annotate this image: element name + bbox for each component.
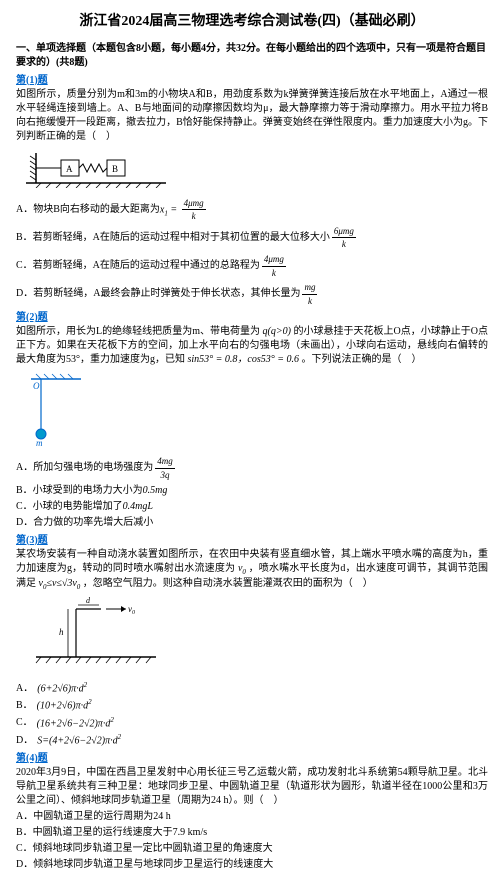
- q1-optD-formula: mgk: [300, 281, 319, 307]
- svg-text:B: B: [112, 164, 118, 174]
- svg-text:d: d: [86, 597, 91, 605]
- q3-body: 某农场安装有一种自动浇水装置如图所示，在农田中央装有竖直细水管，其上端水平喷水嘴…: [16, 548, 488, 594]
- q3-optA-letter: A．: [16, 682, 33, 696]
- q3-optA: A． (6+2√6)π·d2: [16, 681, 488, 696]
- q2-trig-formula: sin53° = 0.8，cos53° = 0.6: [188, 354, 300, 365]
- q2-optA: A．所加匀强电场的电场强度为 4mg3q: [16, 455, 488, 481]
- q3-optB-formula: (10+2√6)π·d2: [37, 698, 92, 713]
- svg-text:h: h: [59, 627, 64, 637]
- q4-body: 2020年3月9日，中国在西昌卫星发射中心用长征三号乙运载火箭，成功发射北斗系统…: [16, 766, 488, 808]
- q2-q-formula: q(q>0): [263, 326, 291, 337]
- q1-body: 如图所示，质量分别为m和3m的小物块A和B，用劲度系数为k弹簧弹簧连接后放在水平…: [16, 88, 488, 144]
- q1-optA: A．物块B向右移动的最大距离为 x1 = 4μmgk: [16, 197, 488, 223]
- q2-diagram: O m: [26, 371, 488, 451]
- q1-optB: B．若剪断轻绳，A在随后的运动过程中相对于其初位置的最大位移大小 6μmgk: [16, 225, 488, 251]
- svg-text:m: m: [36, 438, 43, 446]
- q1-optA-text: A．物块B向右移动的最大距离为: [16, 203, 160, 217]
- q4-num: 第(4)题: [16, 752, 488, 766]
- q2-optC-text: C．小球的电势能增加了: [16, 500, 123, 514]
- q1-optB-text: B．若剪断轻绳，A在随后的运动过程中相对于其初位置的最大位移大小: [16, 231, 330, 245]
- q2-optA-formula: 4mg3q: [153, 455, 177, 481]
- q3-v0-1: v0: [238, 563, 246, 574]
- q3-optD-letter: D．: [16, 734, 33, 748]
- q2-optB: B．小球受到的电场力大小为 0.5mg: [16, 484, 488, 498]
- q3-optD-formula: S=(4+2√6−2√2)π·d2: [37, 733, 121, 748]
- q3-optC-formula: (16+2√6−2√2)π·d2: [37, 716, 114, 731]
- q1-optC-formula: 4μmgk: [260, 253, 288, 279]
- q3-num: 第(3)题: [16, 534, 488, 548]
- q1-optB-formula: 6μmgk: [330, 225, 358, 251]
- q3-body-post: ，忽略空气阻力。则这种自动浇水装置能灌溉农田的面积为（ ）: [83, 578, 373, 589]
- q1-optD: D．若剪断轻绳，A最终会静止时弹簧处于伸长状态，其伸长量为 mgk: [16, 281, 488, 307]
- q3-optB: B． (10+2√6)π·d2: [16, 698, 488, 713]
- q2-optD: D．合力做的功率先增大后减小: [16, 516, 488, 530]
- q4-optD: D．倾斜地球同步轨道卫星与地球同步卫星运行的线速度大: [16, 858, 488, 872]
- q3-range-formula: v0≤v≤√3v0: [39, 578, 81, 589]
- q1-optC-text: C．若剪断轻绳，A在随后的运动过程中通过的总路程为: [16, 259, 260, 273]
- q1-diagram: A B: [26, 148, 488, 193]
- q4-optA: A．中圆轨道卫星的运行周期为24 h: [16, 810, 488, 824]
- q2-body-post: 。下列说法正确的是（ ）: [302, 354, 422, 365]
- svg-text:O: O: [33, 381, 40, 391]
- q4-optB: B．中圆轨道卫星的运行线速度大于7.9 km/s: [16, 826, 488, 840]
- q3-optC: C． (16+2√6−2√2)π·d2: [16, 716, 488, 731]
- q1-optC: C．若剪断轻绳，A在随后的运动过程中通过的总路程为 4μmgk: [16, 253, 488, 279]
- q3-optD: D． S=(4+2√6−2√2)π·d2: [16, 733, 488, 748]
- q2-optC-formula: 0.4mgL: [123, 500, 153, 514]
- q2-optA-text: A．所加匀强电场的电场强度为: [16, 461, 153, 475]
- q2-body-pre: 如图所示，用长为L的绝缘轻线把质量为m、带电荷量为: [16, 326, 260, 337]
- q1-optD-text: D．若剪断轻绳，A最终会静止时弹簧处于伸长状态，其伸长量为: [16, 287, 300, 301]
- q2-optB-text: B．小球受到的电场力大小为: [16, 484, 143, 498]
- q1-optA-formula: x1 = 4μmgk: [160, 197, 208, 223]
- q2-optC: C．小球的电势能增加了 0.4mgL: [16, 500, 488, 514]
- section-header: 一、单项选择题（本题包含8小题，每小题4分，共32分。在每小题给出的四个选项中，…: [16, 42, 488, 70]
- q2-optB-formula: 0.5mg: [143, 484, 168, 498]
- q1-num: 第(1)题: [16, 74, 488, 88]
- q3-optC-letter: C．: [16, 716, 33, 730]
- svg-text:A: A: [66, 164, 73, 174]
- q4-optC: C．倾斜地球同步轨道卫星一定比中圆轨道卫星的角速度大: [16, 842, 488, 856]
- q3-optB-letter: B．: [16, 699, 33, 713]
- q2-body: 如图所示，用长为L的绝缘轻线把质量为m、带电荷量为 q(q>0) 的小球悬挂于天…: [16, 325, 488, 367]
- q2-optD-text: D．合力做的功率先增大后减小: [16, 516, 153, 530]
- page-title: 浙江省2024届高三物理选考综合测试卷(四)（基础必刷）: [16, 12, 488, 32]
- svg-text:v0: v0: [128, 604, 135, 616]
- q2-num: 第(2)题: [16, 311, 488, 325]
- q3-optA-formula: (6+2√6)π·d2: [37, 681, 87, 696]
- q3-diagram: d v0 h: [26, 597, 488, 677]
